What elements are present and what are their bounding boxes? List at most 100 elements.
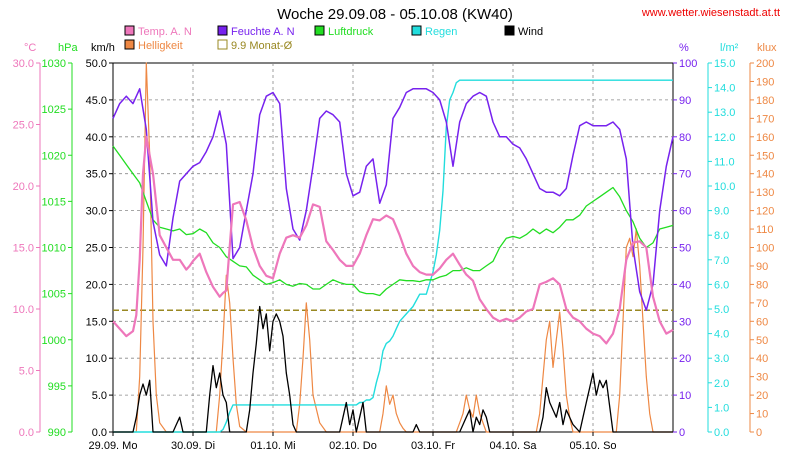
axis-light-tick-label: 60 (756, 316, 768, 328)
axis-humidity-tick-label: 20 (679, 353, 691, 365)
series-pressure-line (112, 145, 674, 297)
axis-wind-tick-label: 50.0 (86, 58, 107, 70)
axis-light-tick-label: 30 (756, 372, 768, 384)
axis-wind-tick-label: 20.0 (86, 279, 107, 291)
axis-wind-tick-label: 10.0 (86, 353, 107, 365)
axis-humidity-unit: % (679, 42, 689, 54)
axis-light-tick-label: 20 (756, 390, 768, 402)
axis-light-tick-label: 50 (756, 335, 768, 347)
axis-light-tick-label: 40 (756, 353, 768, 365)
axis-rain-unit: l/m² (720, 42, 739, 54)
legend-label-temp: Temp. A. N (138, 26, 192, 38)
axis-wind-tick-label: 30.0 (86, 206, 107, 218)
legend: Temp. A. N Feuchte A. N Luftdruck Regen Wind… (124, 25, 543, 52)
axis-light-tick-label: 190 (756, 76, 774, 88)
axis-pressure-tick-label: 995 (48, 381, 66, 393)
axis-rain-tick-label: 2.0 (714, 378, 729, 390)
axis-rain-tick-label: 6.0 (714, 279, 729, 291)
series-rain-line (113, 79, 673, 433)
axis-rain-tick-label: 15.0 (714, 58, 735, 70)
x-tick-label: 02.10. Do (329, 440, 377, 452)
legend-swatch-temp (124, 25, 135, 36)
axis-light-tick-label: 160 (756, 132, 774, 144)
legend-label-rain: Regen (425, 26, 457, 38)
series-layer (112, 62, 674, 433)
axis-wind-tick-label: 0.0 (92, 427, 107, 439)
axis-pressure-tick-label: 1030 (42, 58, 66, 70)
legend-label-light: Helligkeit (138, 40, 183, 52)
axis-pressure-tick-label: 1010 (42, 243, 66, 255)
axis-temp-tick-label: 0.0 (19, 427, 34, 439)
axis-temp-tick-label: 10.0 (13, 304, 34, 316)
axis-humidity-tick-label: 100 (679, 58, 697, 70)
legend-swatch-rain (411, 25, 422, 36)
axis-temp-tick-label: 20.0 (13, 181, 34, 193)
axis-humidity-tick-label: 90 (679, 95, 691, 107)
axis-wind-tick-label: 35.0 (86, 169, 107, 181)
axis-wind-tick-label: 15.0 (86, 316, 107, 328)
axis-light-tick-label: 130 (756, 187, 774, 199)
axis-light-tick-label: 180 (756, 95, 774, 107)
legend-label-avg: 9.9 Monat-Ø (231, 40, 293, 52)
axis-humidity-tick-label: 10 (679, 390, 691, 402)
axis-pressure-tick-label: 1000 (42, 335, 66, 347)
legend-label-pressure: Luftdruck (328, 26, 374, 38)
axis-rain-tick-label: 9.0 (714, 206, 729, 218)
axis-rain-tick-label: 0.0 (714, 427, 729, 439)
axis-pressure-tick-label: 1005 (42, 289, 66, 301)
axis-temp-unit: °C (24, 42, 36, 54)
axis-rain-tick-label: 10.0 (714, 181, 735, 193)
x-tick-label: 29.09. Mo (89, 440, 138, 452)
axis-light-tick-label: 200 (756, 58, 774, 70)
axis-humidity-tick-label: 70 (679, 169, 691, 181)
legend-label-humidity: Feuchte A. N (231, 26, 295, 38)
source-url: www.wetter.wiesenstadt.at.tt (641, 7, 780, 19)
axis-pressure-tick-label: 1020 (42, 150, 66, 162)
axis-rain-tick-label: 8.0 (714, 230, 729, 242)
x-tick-label: 03.10. Fr (411, 440, 455, 452)
axis-light-tick-label: 70 (756, 298, 768, 310)
axis-light-tick-label: 80 (756, 279, 768, 291)
axis-temp-tick-label: 30.0 (13, 58, 34, 70)
axis-pressure-tick-label: 1025 (42, 104, 66, 116)
axis-pressure-tick-label: 990 (48, 427, 66, 439)
axis-rain-tick-label: 14.0 (714, 83, 735, 95)
legend-swatch-humidity (217, 25, 228, 36)
axis-rain-tick-label: 5.0 (714, 304, 729, 316)
axis-temp-tick-label: 5.0 (19, 366, 34, 378)
axis-light-tick-label: 170 (756, 113, 774, 125)
axis-rain-tick-label: 12.0 (714, 132, 735, 144)
axis-wind-tick-label: 45.0 (86, 95, 107, 107)
axis-humidity-tick-label: 80 (679, 132, 691, 144)
axis-light-tick-label: 120 (756, 206, 774, 218)
axis-light-tick-label: 90 (756, 261, 768, 273)
chart-title: Woche 29.09.08 - 05.10.08 (KW40) (277, 6, 513, 23)
x-tick-label: 04.10. Sa (489, 440, 537, 452)
x-tick-label: 01.10. Mi (250, 440, 295, 452)
axis-temp-tick-label: 15.0 (13, 243, 34, 255)
axis-rain-tick-label: 4.0 (714, 329, 729, 341)
axis-light-unit: klux (757, 42, 777, 54)
axis-light-tick-label: 140 (756, 169, 774, 181)
series-temp-line (112, 135, 674, 345)
axis-pressure-unit: hPa (58, 42, 78, 54)
legend-swatch-avg (217, 39, 228, 50)
axis-light-tick-label: 150 (756, 150, 774, 162)
axis-light-tick-label: 10 (756, 409, 768, 421)
axis-humidity-tick-label: 0 (679, 427, 685, 439)
axis-rain-tick-label: 3.0 (714, 353, 729, 365)
legend-swatch-light (124, 39, 135, 50)
axis-rain-tick-label: 1.0 (714, 402, 729, 414)
axis-rain-tick-label: 7.0 (714, 255, 729, 267)
axis-humidity-tick-label: 60 (679, 206, 691, 218)
axis-rain-tick-label: 13.0 (714, 107, 735, 119)
axis-humidity-tick-label: 40 (679, 279, 691, 291)
axis-temp-tick-label: 25.0 (13, 120, 34, 132)
legend-swatch-wind (504, 25, 515, 36)
axis-wind-tick-label: 25.0 (86, 243, 107, 255)
axis-wind-tick-label: 5.0 (92, 390, 107, 402)
axis-humidity-tick-label: 50 (679, 243, 691, 255)
series-humidity-line (112, 88, 674, 311)
